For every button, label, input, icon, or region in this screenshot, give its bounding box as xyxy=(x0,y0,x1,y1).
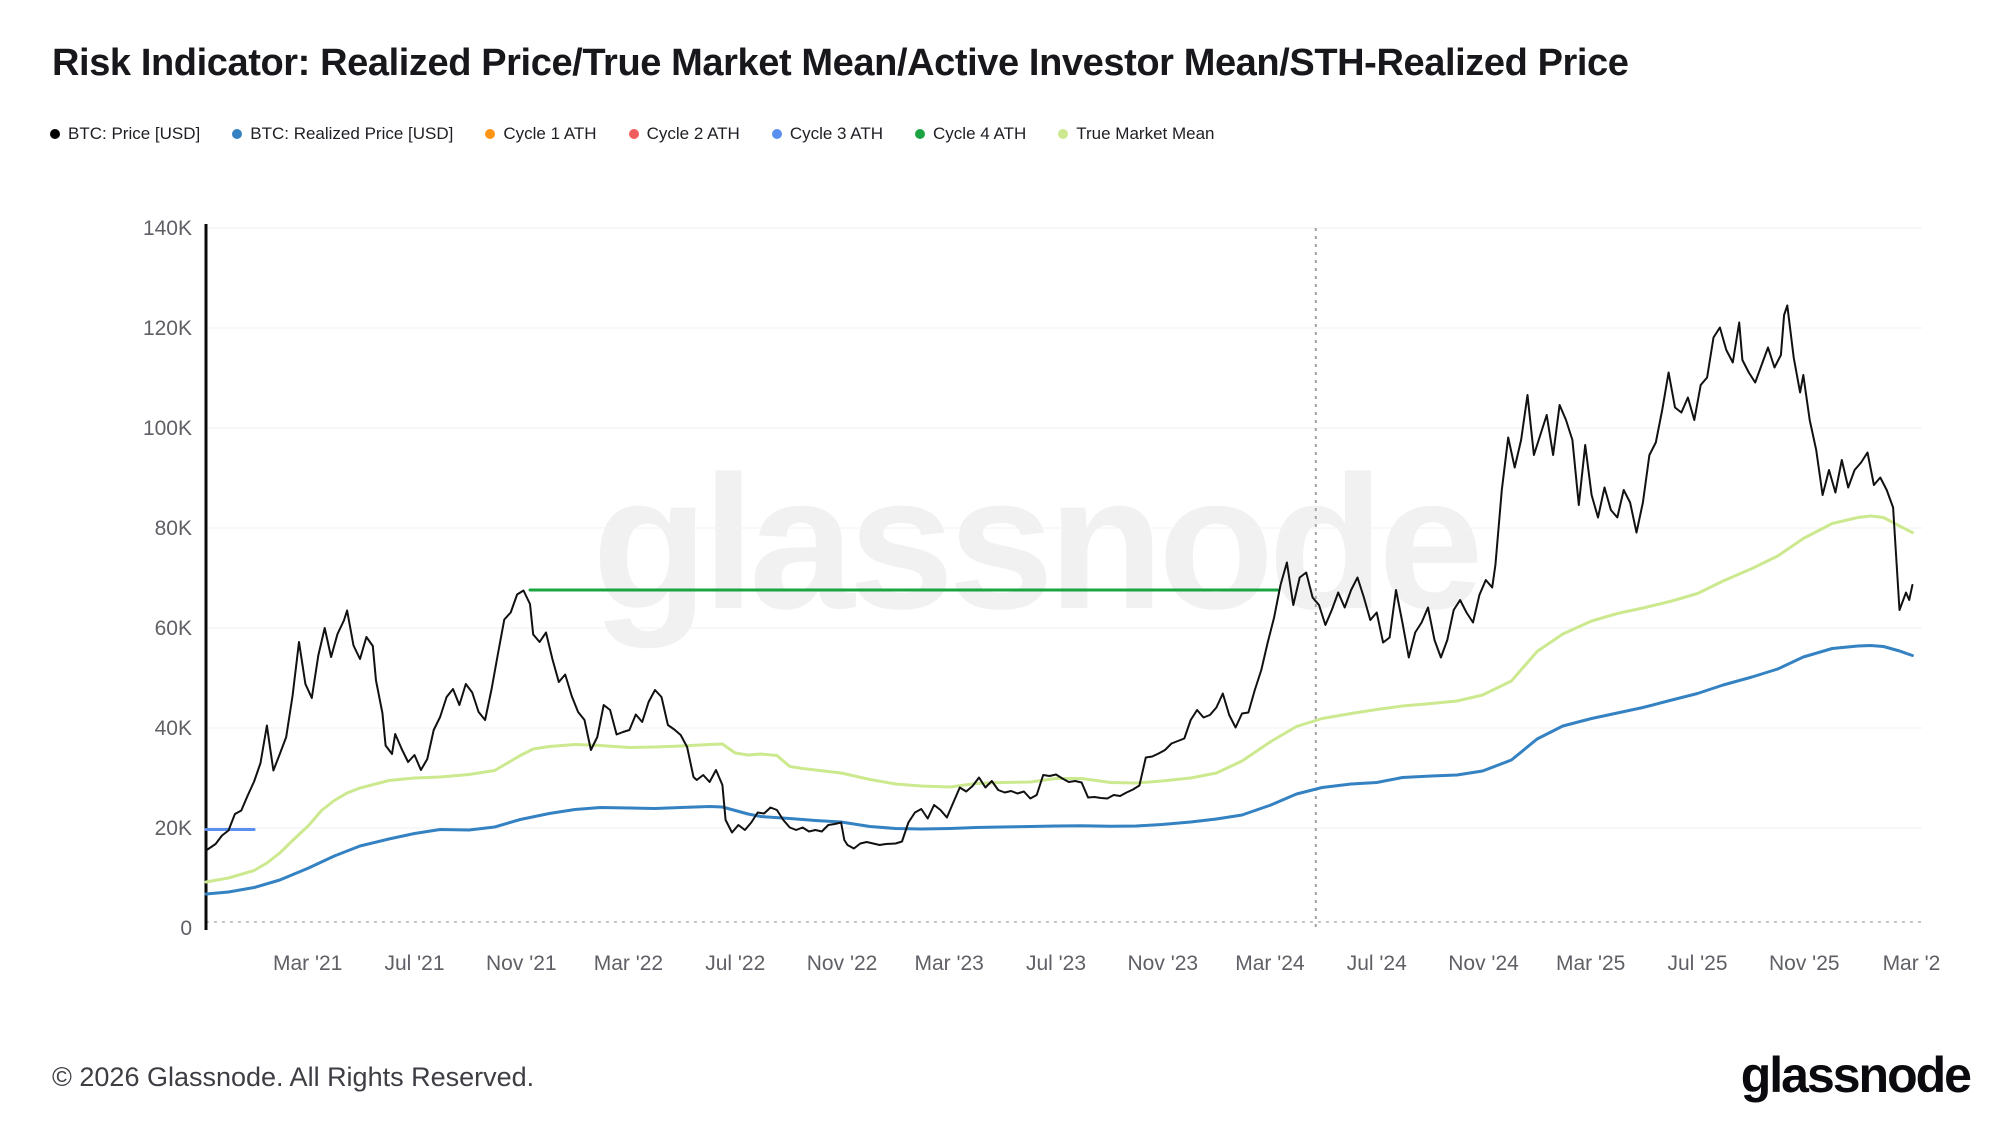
btc-realized-price-usd--line[interactable] xyxy=(204,644,1914,896)
x-tick-label: Mar '24 xyxy=(1235,952,1305,975)
x-tick-label: Jul '22 xyxy=(705,952,765,975)
x-tick-label: Nov '24 xyxy=(1448,952,1519,975)
copyright-text: © 2026 Glassnode. All Rights Reserved. xyxy=(52,1062,535,1092)
x-tick-label: Nov '21 xyxy=(486,952,557,975)
y-tick-label: 140K xyxy=(143,217,192,240)
legend-label: True Market Mean xyxy=(1076,124,1215,143)
legend-label: BTC: Realized Price [USD] xyxy=(250,124,454,143)
glassnode-logo: glassnode xyxy=(1740,1047,1972,1103)
y-tick-label: 0 xyxy=(180,917,192,940)
x-tick-label: Jul '23 xyxy=(1026,952,1086,975)
legend-dot xyxy=(485,129,496,139)
legend-dot xyxy=(915,129,926,139)
legend-dot xyxy=(628,129,639,139)
legend-item[interactable]: Cycle 1 ATH xyxy=(485,124,597,144)
true-market-mean-line[interactable] xyxy=(204,514,1914,884)
legend-item[interactable]: BTC: Price [USD] xyxy=(50,124,200,144)
x-tick-label: Nov '25 xyxy=(1769,952,1840,975)
x-tick-label: Jul '21 xyxy=(384,952,444,975)
x-tick-label: Mar '25 xyxy=(1556,952,1625,975)
x-tick-label: Mar '21 xyxy=(273,952,342,975)
y-tick-label: 80K xyxy=(155,517,192,540)
legend-dot xyxy=(232,129,243,139)
legend-label: BTC: Price [USD] xyxy=(68,124,201,143)
legend-item[interactable]: BTC: Realized Price [USD] xyxy=(232,124,453,144)
x-tick-label: Nov '22 xyxy=(807,952,878,975)
legend: BTC: Price [USD] BTC: Realized Price [USD… xyxy=(50,124,1215,144)
btc-price-usd--line[interactable] xyxy=(205,304,1914,852)
legend-label: Cycle 2 ATH xyxy=(646,124,740,143)
legend-dot xyxy=(50,129,60,139)
legend-item[interactable]: Cycle 3 ATH xyxy=(771,124,884,144)
x-tick-label: Mar '22 xyxy=(594,952,663,975)
y-tick-label: 100K xyxy=(143,417,192,440)
legend-dot xyxy=(771,129,782,139)
glassnode-watermark: glassnode xyxy=(592,437,1484,649)
y-tick-label: 60K xyxy=(155,617,192,640)
legend-dot xyxy=(1058,129,1069,139)
legend-label: Cycle 4 ATH xyxy=(933,124,1027,143)
x-tick-label: Mar '23 xyxy=(914,952,983,975)
legend-item[interactable]: Cycle 4 ATH xyxy=(915,124,1026,144)
y-tick-label: 40K xyxy=(155,717,192,740)
x-tick-label: Jul '25 xyxy=(1667,952,1727,975)
x-tick-label: Jul '24 xyxy=(1347,952,1407,975)
legend-label: Cycle 1 ATH xyxy=(503,124,597,143)
legend-item[interactable]: True Market Mean xyxy=(1058,124,1215,144)
chart-title: Risk Indicator: Realized Price/True Mark… xyxy=(52,42,1629,84)
y-tick-label: 120K xyxy=(143,317,192,340)
chart-plot-area[interactable]: 0 20K 40K 60K 80K 100K 120K 140K Mar '21 Jul '21 N… xyxy=(0,0,2000,1010)
y-tick-label: 20K xyxy=(155,817,192,840)
x-tick-label: Nov '23 xyxy=(1128,952,1199,975)
x-tick-label: Mar '2 xyxy=(1883,952,1941,975)
legend-label: Cycle 3 ATH xyxy=(789,124,884,143)
legend-item[interactable]: Cycle 2 ATH xyxy=(628,124,740,144)
